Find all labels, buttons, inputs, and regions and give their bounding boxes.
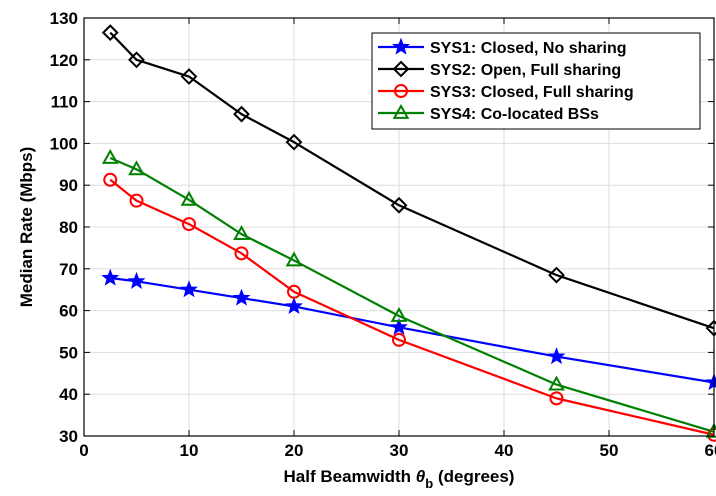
- y-tick-label: 60: [59, 302, 78, 321]
- x-tick-label: 40: [495, 441, 514, 460]
- y-tick-label: 50: [59, 343, 78, 362]
- data-point-sys4: [285, 251, 303, 267]
- data-point-sys3: [182, 217, 196, 232]
- x-tick-label: 10: [180, 441, 199, 460]
- x-axis-label-subscript: b: [425, 476, 433, 491]
- data-point-sys1: [180, 280, 198, 298]
- x-axis-ticks: 0 10 20 30 40 50 60: [79, 18, 716, 460]
- data-point-sys3: [549, 391, 564, 406]
- x-axis-label-suffix: (degrees): [433, 467, 514, 486]
- data-point-sys2: [548, 266, 565, 284]
- series-line-sys3: [109, 178, 715, 436]
- data-point-sys1: [285, 297, 303, 315]
- legend-label-sys1: SYS1: Closed, No sharing: [430, 40, 626, 57]
- x-tick-label: 0: [79, 441, 88, 460]
- x-tick-label: 50: [600, 441, 619, 460]
- data-point-sys4: [548, 375, 565, 391]
- y-tick-label: 110: [51, 93, 78, 112]
- legend-marker-sys4: [392, 103, 410, 119]
- y-tick-label: 30: [59, 427, 78, 446]
- data-point-sys1: [390, 317, 408, 335]
- data-point-sys2: [233, 105, 250, 123]
- y-tick-label: 120: [50, 51, 78, 70]
- y-tick-label: 90: [59, 176, 78, 195]
- y-tick-label: 80: [59, 218, 78, 237]
- data-point-sys1: [547, 347, 566, 365]
- legend-label-sys4: SYS4: Co-located BSs: [430, 106, 599, 123]
- data-point-sys4: [390, 306, 408, 322]
- legend-box: [371, 32, 701, 130]
- x-tick-label: 30: [390, 441, 409, 460]
- series-line-sys2: [109, 31, 715, 330]
- data-point-sys4: [101, 148, 119, 164]
- y-tick-label: 40: [59, 385, 78, 404]
- legend-marker-sys3: [394, 84, 408, 98]
- data-point-sys4: [233, 225, 250, 241]
- legend-marker-sys1: [392, 37, 410, 55]
- data-point-sys1: [232, 288, 251, 306]
- data-point-sys3: [287, 284, 301, 299]
- data-point-sys3: [129, 193, 144, 208]
- data-point-sys3: [234, 246, 249, 261]
- data-point-sys4: [128, 160, 145, 176]
- data-point-sys3: [392, 332, 406, 347]
- x-tick-label: 60: [705, 441, 716, 460]
- data-point-sys1: [127, 271, 146, 289]
- series-lines: [109, 31, 715, 436]
- series-markers: [101, 24, 716, 442]
- data-point-sys3: [103, 172, 118, 187]
- legend: SYS1: Closed, No sharing SYS2: Open, Full…: [371, 32, 701, 130]
- y-axis-label: Median Rate (Mbps): [17, 147, 36, 308]
- data-point-sys4: [180, 190, 198, 206]
- x-axis-label-prefix: Half Beamwidth: [284, 467, 416, 486]
- x-axis-label-symbol: θ: [416, 467, 426, 486]
- y-tick-label: 100: [50, 134, 78, 153]
- series-line-sys1: [110, 276, 715, 384]
- series-line-sys4: [109, 157, 715, 433]
- data-point-sys4: [705, 422, 716, 438]
- legend-marker-sys2: [392, 60, 410, 78]
- data-point-sys1: [101, 268, 120, 286]
- x-axis-label: Half Beamwidth θb (degrees): [284, 467, 515, 491]
- data-point-sys2: [390, 196, 408, 214]
- data-point-sys2: [101, 24, 119, 42]
- data-point-sys2: [285, 133, 303, 151]
- y-tick-label: 70: [59, 260, 78, 279]
- data-point-sys2: [180, 68, 198, 85]
- x-tick-label: 20: [285, 441, 304, 460]
- y-axis-ticks: 30 40 50 60 70 80 90 100 110 120 130: [50, 9, 714, 446]
- data-point-sys2: [128, 51, 145, 69]
- y-tick-label: 130: [50, 9, 78, 28]
- legend-label-sys3: SYS3: Closed, Full sharing: [430, 84, 634, 101]
- legend-label-sys2: SYS2: Open, Full sharing: [430, 62, 621, 79]
